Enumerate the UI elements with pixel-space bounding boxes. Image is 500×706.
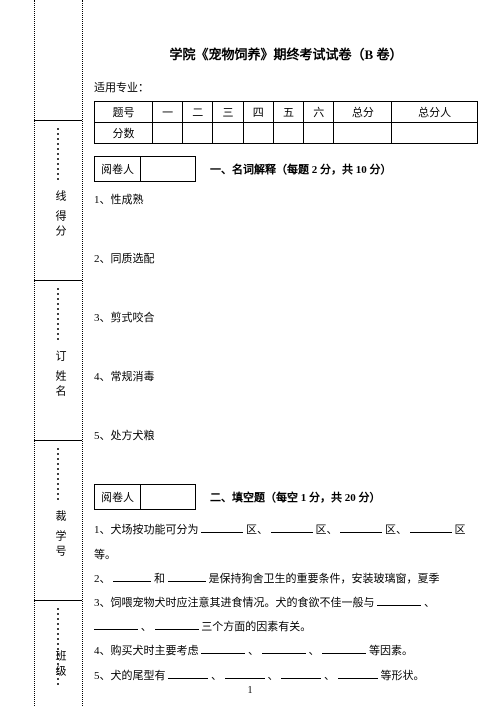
row-label: 分数	[95, 123, 153, 144]
fill-text: 和	[154, 573, 165, 585]
fill-text: 5、犬的尾型有	[94, 670, 166, 682]
vlabel-id: 学号	[52, 530, 68, 560]
col-header: 六	[304, 102, 334, 123]
score-cell	[152, 123, 182, 144]
section2-title: 二、填空题（每空 1 分，共 20 分）	[210, 489, 381, 505]
reviewer-box: 阅卷人	[94, 484, 196, 510]
vlabel-score: 得分	[52, 210, 68, 240]
apply-major: 适用专业：	[94, 79, 478, 95]
blank	[201, 521, 243, 533]
blank	[322, 642, 366, 654]
fill-text: 2、	[94, 573, 111, 585]
score-cell	[273, 123, 303, 144]
blank	[155, 618, 199, 630]
fill-text: 等形状。	[381, 670, 425, 682]
score-cell	[392, 123, 478, 144]
fill-text: 、	[424, 597, 435, 609]
blank	[410, 521, 452, 533]
col-header: 二	[183, 102, 213, 123]
cut-label-line: 线	[52, 190, 68, 205]
blank	[338, 667, 378, 679]
binding-dotted-line-right	[82, 0, 83, 706]
fill-text: 是保持狗舍卫生的重要条件，安装玻璃窗，夏季	[209, 573, 440, 585]
score-cell	[243, 123, 273, 144]
section1-title: 一、名词解释（每题 2 分，共 10 分）	[210, 161, 392, 177]
fill-text: 区、	[246, 524, 268, 536]
fill-text: 三个方面的因素有关。	[201, 621, 311, 633]
fill-text: 3、饲喂宠物犬时应注意其进食情况。犬的食欲不佳一般与	[94, 597, 375, 609]
header-label: 题号	[95, 102, 153, 123]
col-header: 三	[213, 102, 243, 123]
blank	[377, 594, 421, 606]
binding-dots	[56, 288, 60, 346]
reviewer-value	[141, 485, 195, 509]
fill-text: 、	[248, 645, 259, 657]
blank	[168, 667, 208, 679]
binding-divider	[34, 120, 82, 121]
reviewer-row: 阅卷人 一、名词解释（每题 2 分，共 10 分）	[94, 156, 478, 182]
reviewer-label: 阅卷人	[95, 485, 141, 509]
score-cell	[213, 123, 243, 144]
blank	[168, 570, 206, 582]
vlabel-name: 姓名	[52, 370, 68, 400]
fill-text: 、	[309, 645, 320, 657]
score-cell	[183, 123, 213, 144]
table-row: 题号 一 二 三 四 五 六 总分 总分人	[95, 102, 478, 123]
page-content: 学院《宠物饲养》期终考试试卷（B 卷） 适用专业： 题号 一 二 三 四 五 六…	[94, 44, 478, 688]
binding-dots	[56, 128, 60, 186]
blank	[201, 642, 245, 654]
page-title: 学院《宠物饲养》期终考试试卷（B 卷）	[94, 44, 478, 63]
col-header: 五	[273, 102, 303, 123]
cut-label-cut: 裁	[52, 510, 68, 525]
fill-text: 4、购买犬时主要考虑	[94, 645, 199, 657]
question-item: 5、处方犬粮	[94, 426, 478, 447]
reviewer-label: 阅卷人	[95, 157, 141, 181]
fill-question: 4、购买犬时主要考虑 、 、 等因素。	[94, 639, 478, 663]
page-number: 1	[0, 685, 500, 696]
col-header: 总分人	[392, 102, 478, 123]
binding-divider	[34, 280, 82, 281]
vlabel-class: 班级	[52, 650, 68, 680]
blank	[94, 618, 138, 630]
blank	[225, 667, 265, 679]
fill-text: 1、犬场按功能可分为	[94, 524, 199, 536]
reviewer-row: 阅卷人 二、填空题（每空 1 分，共 20 分）	[94, 484, 478, 510]
col-header: 四	[243, 102, 273, 123]
col-header: 总分	[334, 102, 392, 123]
fill-text: 、	[324, 670, 335, 682]
fill-text: 、	[141, 621, 152, 633]
col-header: 一	[152, 102, 182, 123]
question-item: 3、剪式咬合	[94, 308, 478, 329]
fill-text: 等因素。	[369, 645, 413, 657]
score-table: 题号 一 二 三 四 五 六 总分 总分人 分数	[94, 101, 478, 144]
question-item: 1、性成熟	[94, 190, 478, 211]
fill-question: 2、 和 是保持狗舍卫生的重要条件，安装玻璃窗，夏季	[94, 567, 478, 591]
fill-text: 、	[211, 670, 222, 682]
fill-text: 、	[268, 670, 279, 682]
blank	[271, 521, 313, 533]
table-row: 分数	[95, 123, 478, 144]
blank	[262, 642, 306, 654]
binding-edge: 线 订 裁 得分 姓名 学号 班级	[34, 0, 82, 706]
blank	[113, 570, 151, 582]
fill-question: 1、犬场按功能可分为 区、 区、 区、 区等。	[94, 518, 478, 566]
blank	[340, 521, 382, 533]
score-cell	[334, 123, 392, 144]
fill-text: 区、	[385, 524, 407, 536]
reviewer-box: 阅卷人	[94, 156, 196, 182]
reviewer-value	[141, 157, 195, 181]
cut-label-bind: 订	[52, 350, 68, 365]
binding-divider	[34, 600, 82, 601]
question-item: 4、常规消毒	[94, 367, 478, 388]
question-item: 2、同质选配	[94, 249, 478, 270]
score-cell	[304, 123, 334, 144]
blank	[281, 667, 321, 679]
fill-question: 3、饲喂宠物犬时应注意其进食情况。犬的食欲不佳一般与 、 、 三个方面的因素有关…	[94, 591, 478, 639]
binding-divider	[34, 440, 82, 441]
binding-dots	[56, 448, 60, 506]
fill-text: 区、	[316, 524, 338, 536]
